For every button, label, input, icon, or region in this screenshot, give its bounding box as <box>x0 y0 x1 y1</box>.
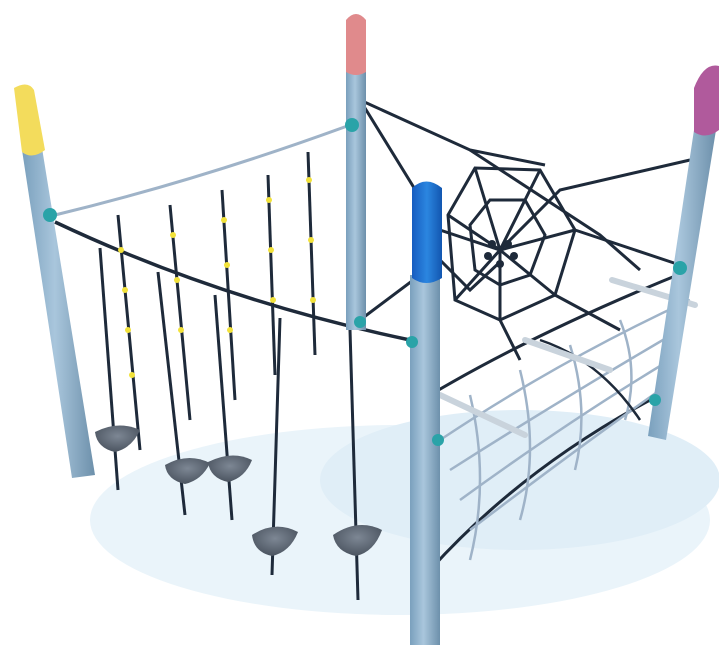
stepping-discs <box>95 425 382 556</box>
post-left <box>22 148 95 478</box>
posts <box>14 14 719 645</box>
cap-pink <box>346 14 366 75</box>
cap-blue <box>412 181 442 283</box>
connector-right <box>673 261 687 275</box>
connector-left <box>43 208 57 222</box>
rope-beads <box>118 177 316 378</box>
post-right <box>648 130 716 440</box>
post-front <box>410 275 440 645</box>
cap-yellow <box>14 84 45 156</box>
connector-back-center <box>345 118 359 132</box>
connector-front <box>406 336 418 348</box>
spider-web-net <box>358 98 691 361</box>
cap-magenta <box>694 65 719 136</box>
post-back-center <box>346 68 366 330</box>
spider-web-center-knots <box>484 240 518 268</box>
